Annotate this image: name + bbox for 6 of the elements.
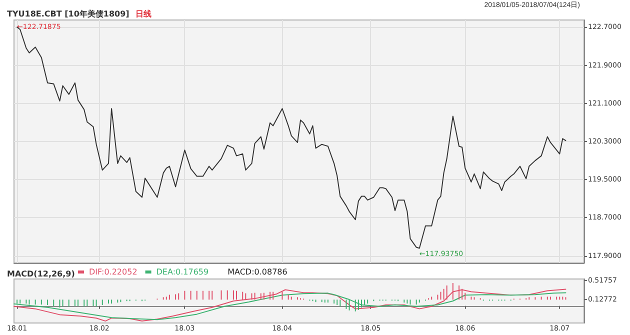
- legend-label: DEA:0.17659: [156, 268, 209, 276]
- legend-label: DIF:0.22052: [89, 268, 138, 276]
- chart-title: TYU18E.CBT [10年美债1809]: [7, 8, 130, 18]
- series-label: MACD:0.08786: [228, 268, 288, 276]
- chart-subtitle: 日线: [136, 10, 152, 18]
- chart-title: MACD(12,26,9): [7, 270, 75, 278]
